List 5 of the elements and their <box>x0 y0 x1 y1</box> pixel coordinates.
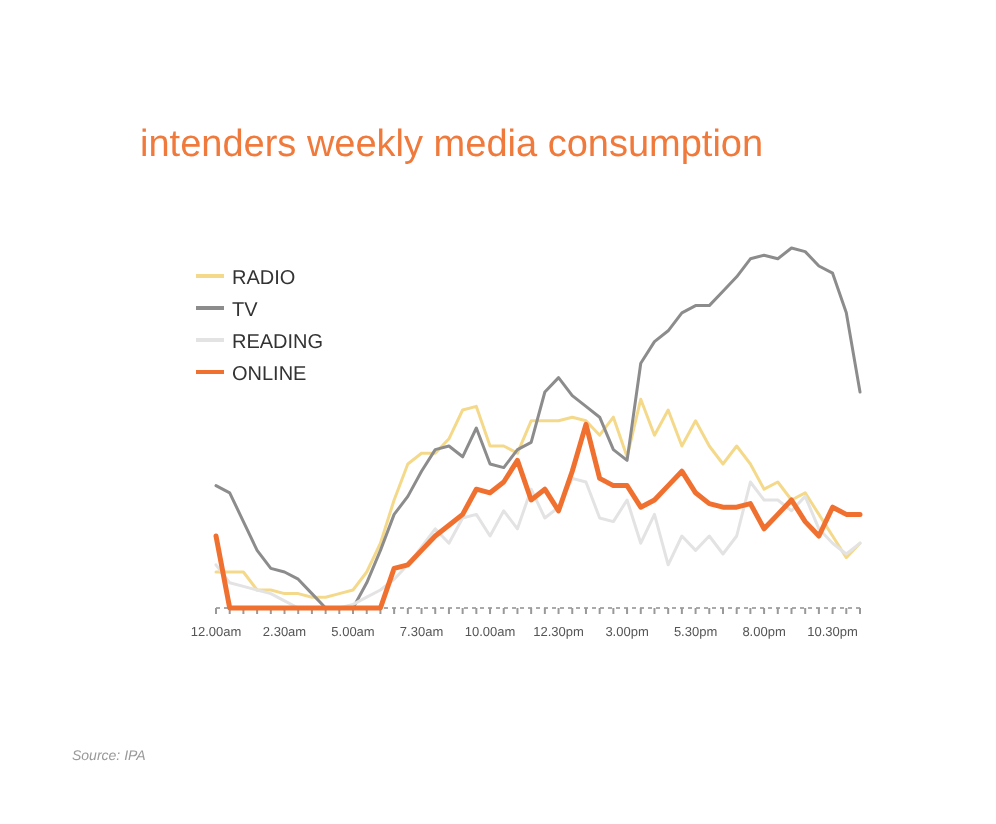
legend-label: RADIO <box>232 268 296 290</box>
chart-title: intenders weekly media consumption <box>140 124 764 166</box>
legend-label: READING <box>232 332 324 354</box>
legend-label: ONLINE <box>232 364 308 386</box>
legend-label: TV <box>232 300 259 322</box>
